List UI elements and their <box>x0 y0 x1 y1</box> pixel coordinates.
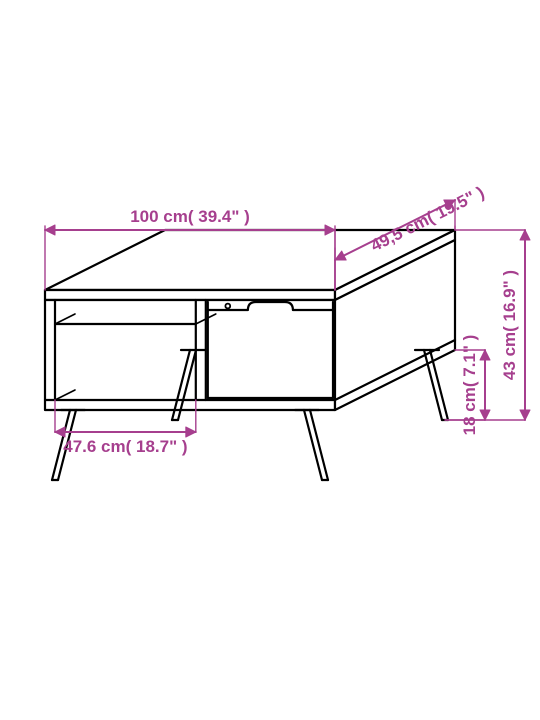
dim-total-height-label: 43 cm( 16.9" ) <box>500 270 519 380</box>
dim-width-label: 100 cm( 39.4" ) <box>130 207 250 226</box>
dim-shelf-label: 47.6 cm( 18.7" ) <box>63 437 187 456</box>
